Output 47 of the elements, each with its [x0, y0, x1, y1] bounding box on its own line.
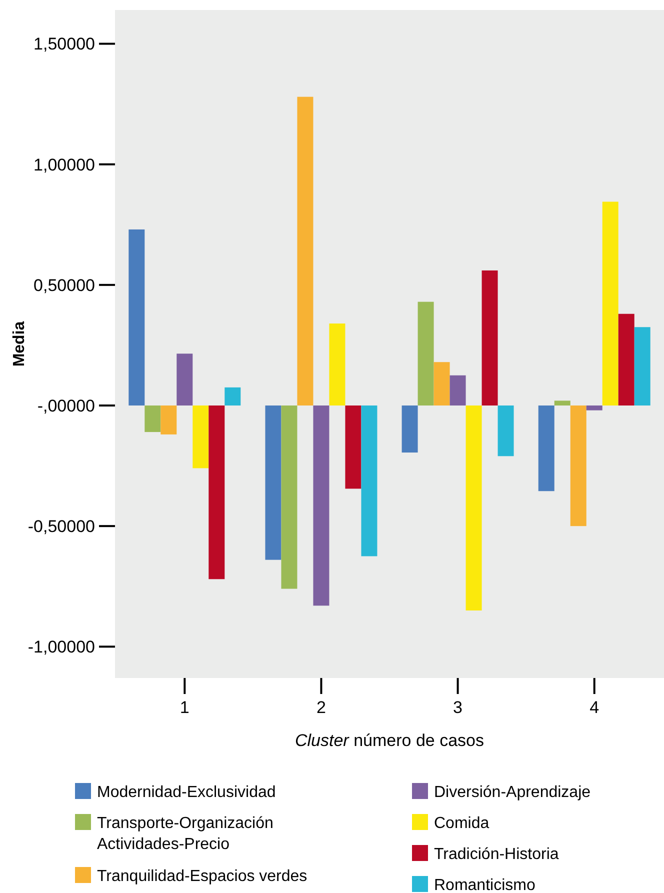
legend-label: Tradición-Historia	[434, 846, 559, 863]
bar	[144, 405, 161, 432]
bar	[329, 324, 346, 406]
bar	[160, 405, 177, 434]
legend-label: Diversión-Aprendizaje	[434, 784, 591, 801]
bar	[450, 375, 466, 406]
bar	[554, 400, 570, 406]
bar	[538, 405, 554, 492]
legend-label: Tranquilidad-Espacios verdes	[97, 868, 308, 885]
bar	[482, 270, 498, 406]
bar	[345, 405, 362, 489]
bar	[402, 405, 418, 453]
legend-label: Modernidad-Exclusividad	[97, 784, 276, 801]
y-tick-label: -,00000	[37, 396, 95, 416]
x-tick-label: 3	[453, 698, 463, 717]
bar	[586, 405, 602, 410]
bar	[466, 405, 482, 610]
x-tick-label: 2	[316, 698, 326, 717]
legend-label: Comida	[434, 815, 490, 832]
bar	[297, 96, 314, 406]
bar	[265, 405, 282, 560]
bar	[498, 405, 514, 456]
x-axis-title: Cluster número de casos	[295, 731, 484, 750]
bar	[313, 405, 330, 606]
legend-label: Romanticismo	[434, 877, 536, 893]
bar	[570, 405, 586, 526]
bar	[281, 405, 298, 589]
y-tick-label: 1,50000	[34, 34, 95, 54]
y-axis-title: Media	[11, 321, 28, 367]
bar	[618, 314, 634, 406]
bar	[176, 354, 193, 406]
bar	[434, 362, 450, 406]
y-tick-label: -0,50000	[28, 517, 95, 536]
bar	[361, 405, 378, 556]
bar	[634, 327, 650, 406]
y-tick-label: 0,50000	[34, 276, 95, 295]
x-tick-label: 4	[590, 698, 600, 717]
bar	[192, 405, 209, 468]
bar	[128, 229, 145, 406]
x-tick-label: 1	[180, 698, 190, 717]
bar	[208, 405, 225, 580]
bar	[418, 302, 434, 406]
bar	[602, 202, 618, 406]
legend-label: Transporte-Organización Actividades-Precio	[97, 815, 274, 853]
y-tick-label: -1,00000	[28, 638, 95, 657]
y-tick-label: 1,00000	[34, 155, 95, 174]
bar	[224, 387, 241, 406]
